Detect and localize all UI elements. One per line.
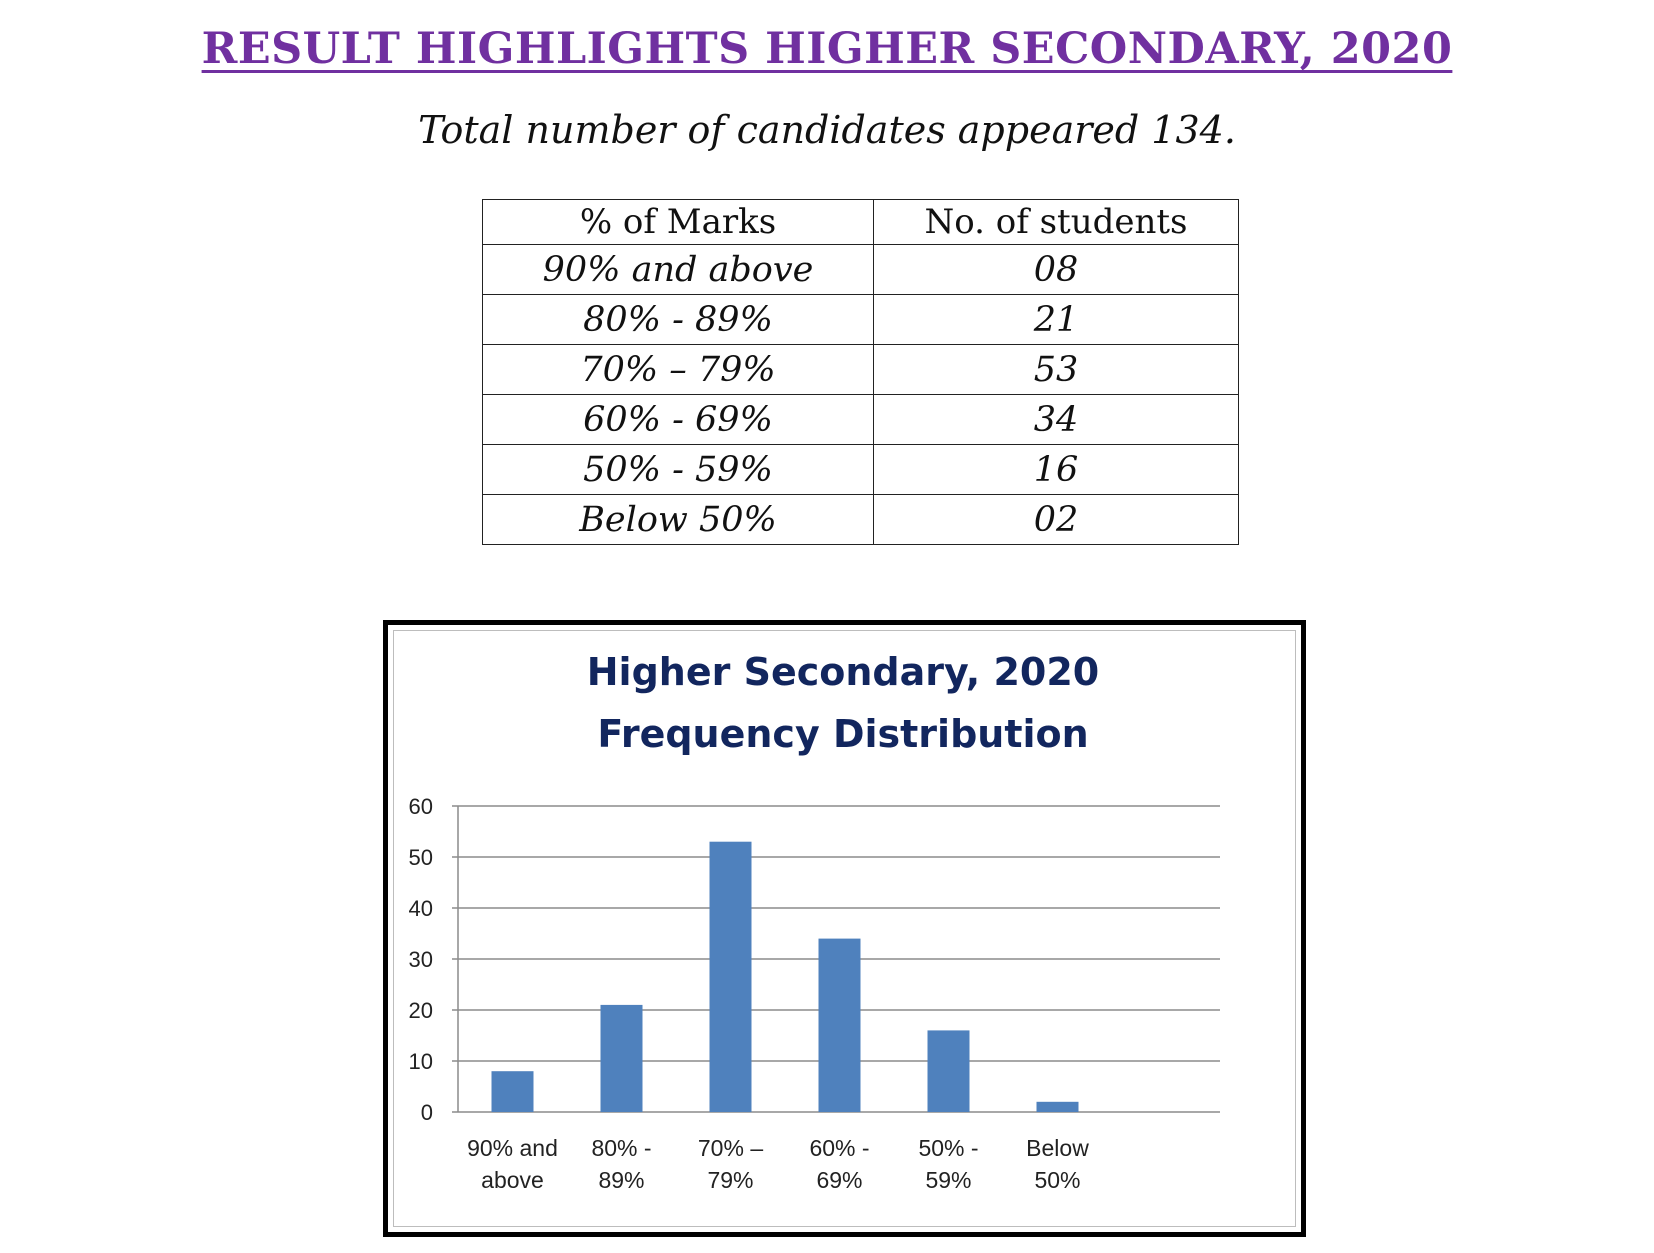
marks-table: % of Marks No. of students 90% and above… xyxy=(482,199,1239,545)
table-row: 60% - 69% 34 xyxy=(482,394,1239,445)
chart-inner-border xyxy=(393,630,1296,1227)
bar xyxy=(1036,1101,1079,1112)
column-header-students: No. of students xyxy=(873,199,1239,245)
x-category-label: 59% xyxy=(925,1167,971,1193)
cell-students: 08 xyxy=(873,244,1239,295)
bar xyxy=(709,841,752,1112)
page-title: RESULT HIGHLIGHTS HIGHER SECONDARY, 2020 xyxy=(201,24,1453,74)
x-category-label: Below xyxy=(1026,1135,1089,1161)
cell-students: 02 xyxy=(873,494,1239,545)
cell-students: 21 xyxy=(873,294,1239,345)
y-tick-label: 50 xyxy=(409,845,433,870)
x-category-label: 89% xyxy=(598,1167,644,1193)
x-category-label: 80% - xyxy=(591,1135,651,1161)
y-tick-label: 30 xyxy=(409,947,433,972)
bar xyxy=(818,938,861,1112)
table-header-row: % of Marks No. of students xyxy=(482,199,1239,245)
x-category-label: 50% - xyxy=(918,1135,978,1161)
table-row: 50% - 59% 16 xyxy=(482,444,1239,495)
cell-students: 34 xyxy=(873,394,1239,445)
table-row: Below 50% 02 xyxy=(482,494,1239,545)
y-tick-label: 0 xyxy=(421,1100,433,1125)
chart-title-line-2: Frequency Distribution xyxy=(597,712,1088,756)
cell-marks: 80% - 89% xyxy=(482,294,874,345)
page-subtitle: Total number of candidates appeared 134. xyxy=(418,108,1236,152)
bar xyxy=(491,1071,534,1112)
y-tick-label: 40 xyxy=(409,896,433,921)
x-category-label: above xyxy=(481,1167,544,1193)
bar xyxy=(600,1004,643,1112)
cell-marks: 70% – 79% xyxy=(482,344,874,395)
y-tick-label: 60 xyxy=(409,794,433,819)
x-category-label: 69% xyxy=(816,1167,862,1193)
table-row: 70% – 79% 53 xyxy=(482,344,1239,395)
cell-marks: 60% - 69% xyxy=(482,394,874,445)
chart-title-line-1: Higher Secondary, 2020 xyxy=(587,650,1099,694)
cell-marks: 90% and above xyxy=(482,244,874,295)
cell-marks: Below 50% xyxy=(482,494,874,545)
x-category-label: 70% – xyxy=(698,1135,763,1161)
chart-frame: Higher Secondary, 2020 Frequency Distrib… xyxy=(383,620,1306,1237)
bar-chart: Higher Secondary, 2020 Frequency Distrib… xyxy=(409,650,1220,1193)
x-category-label: 90% and xyxy=(467,1135,558,1161)
y-tick-label: 10 xyxy=(409,1049,433,1074)
x-category-label: 50% xyxy=(1034,1167,1080,1193)
bar xyxy=(927,1030,970,1112)
y-tick-label: 20 xyxy=(409,998,433,1023)
column-header-marks: % of Marks xyxy=(482,199,874,245)
cell-students: 53 xyxy=(873,344,1239,395)
x-category-label: 79% xyxy=(707,1167,753,1193)
table-row: 80% - 89% 21 xyxy=(482,294,1239,345)
x-category-label: 60% - xyxy=(809,1135,869,1161)
cell-students: 16 xyxy=(873,444,1239,495)
table-row: 90% and above 08 xyxy=(482,244,1239,295)
cell-marks: 50% - 59% xyxy=(482,444,874,495)
